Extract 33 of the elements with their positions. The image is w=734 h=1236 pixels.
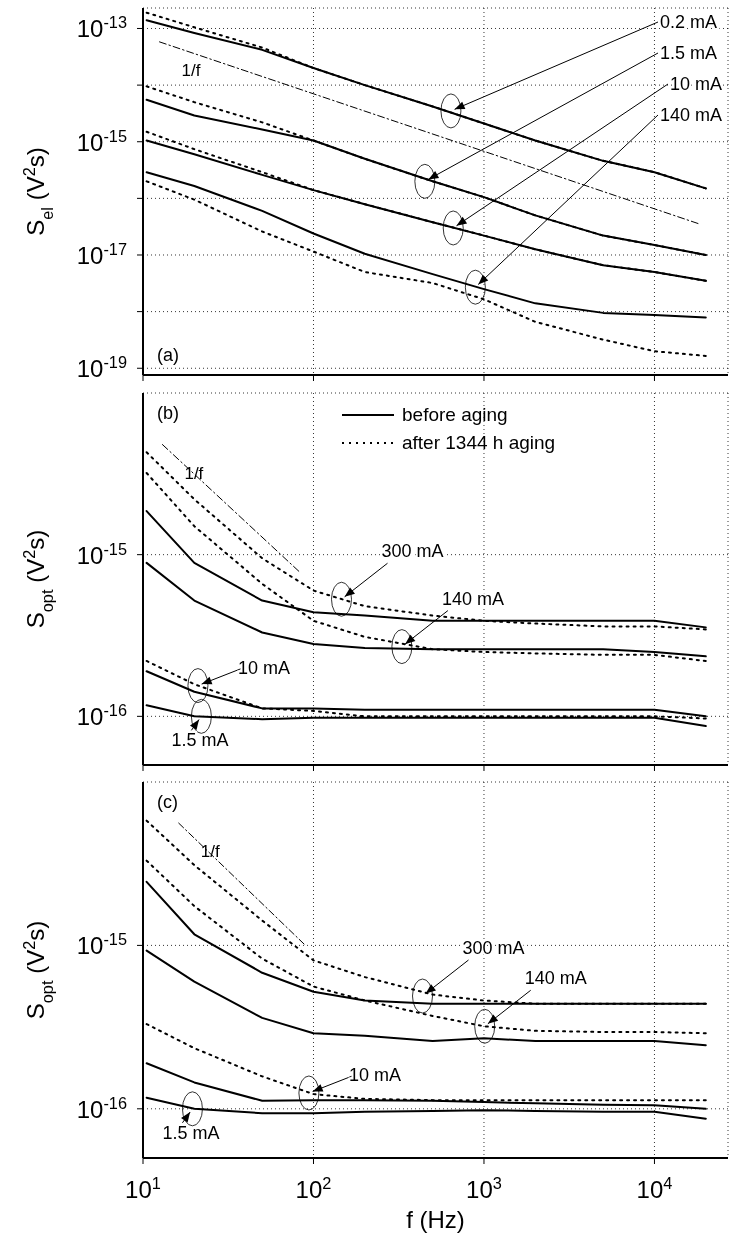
- series-label: 1/f: [200, 842, 220, 862]
- annotation: 140 mA: [524, 968, 587, 989]
- annotation: (c): [157, 792, 178, 812]
- y-tick-label: 10$^{-15}$: [76, 539, 127, 569]
- x-tick-label: 10$^{4}$: [636, 1174, 673, 1203]
- y-tick-label: 10$^{-15}$: [76, 126, 127, 156]
- annotation: (b): [157, 403, 179, 423]
- annotation: 10 mA: [237, 657, 290, 678]
- y-tick-label: 10$^{-17}$: [76, 240, 127, 269]
- series-label: 1/f: [181, 60, 201, 80]
- annotation: 1.5 mA: [171, 730, 229, 751]
- y-tick-label: 10$^{-13}$: [76, 13, 127, 43]
- annotation: 1.5 mA: [660, 43, 718, 63]
- annotation: 10 mA: [348, 1064, 401, 1085]
- annotation: 300 mA: [462, 938, 525, 959]
- y-tick-label: 10$^{-15}$: [76, 930, 127, 960]
- legend-label: before aging: [402, 404, 508, 426]
- y-tick-label: 10$^{-16}$: [76, 1093, 127, 1123]
- y-tick-label: 10$^{-19}$: [76, 353, 127, 383]
- x-axis-title: f (Hz): [406, 1206, 465, 1233]
- annotation: 300 mA: [381, 541, 444, 562]
- annotation: 10 mA: [670, 74, 723, 94]
- annotation: 140 mA: [660, 105, 723, 125]
- annotation: 1.5 mA: [162, 1122, 220, 1143]
- annotation: 0.2 mA: [660, 12, 718, 32]
- series-label: 1/f: [184, 463, 204, 483]
- x-tick-label: 10$^{2}$: [295, 1174, 332, 1203]
- annotation: 140 mA: [441, 588, 504, 609]
- x-tick-label: 10$^{3}$: [466, 1174, 502, 1203]
- x-tick-label: 10$^{1}$: [125, 1174, 161, 1203]
- annotation: (a): [157, 345, 179, 365]
- legend-label: after 1344 h aging: [402, 432, 556, 454]
- y-tick-label: 10$^{-16}$: [76, 701, 127, 731]
